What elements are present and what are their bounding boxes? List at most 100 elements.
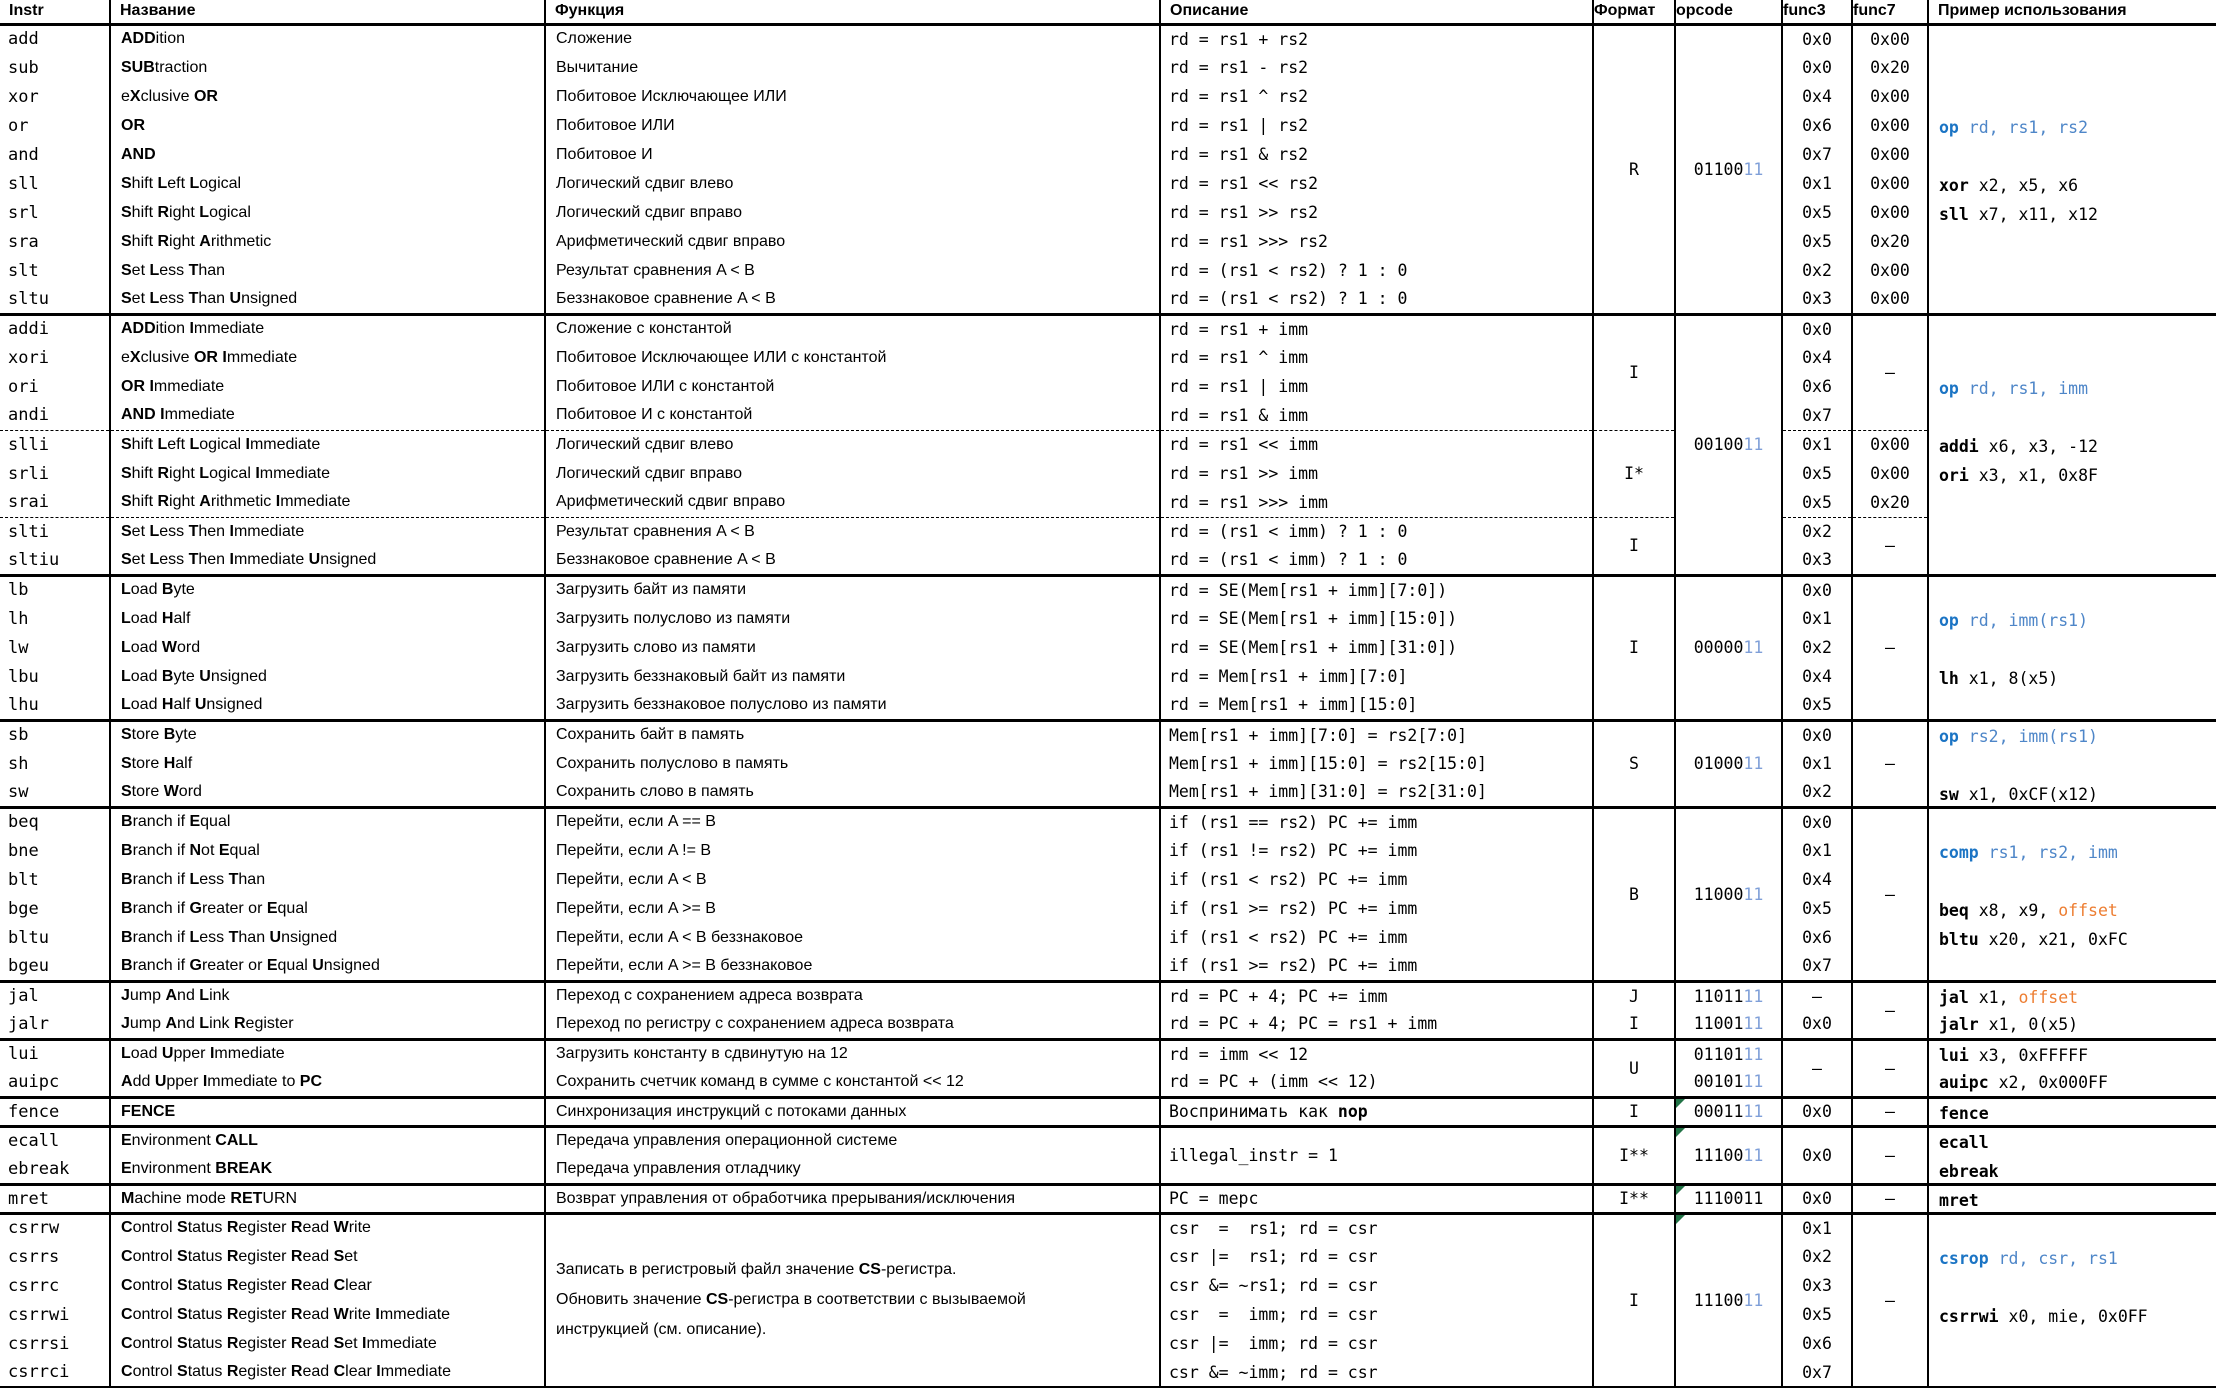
table-row: lbu Load Byte Unsigned Загрузить беззнак… bbox=[0, 662, 2216, 691]
desc-cell: rd = rs1 >> rs2 bbox=[1159, 198, 1593, 227]
table-row: srl Shift Right Logical Логический сдвиг… bbox=[0, 198, 2216, 227]
func3-cell: – bbox=[1781, 1039, 1852, 1099]
desc-cell: rd = SE(Mem[rs1 + imm][15:0]) bbox=[1159, 604, 1593, 633]
instr-cell: slti bbox=[8, 521, 49, 542]
name-cell: Shift Right Arithmetic bbox=[109, 227, 545, 256]
name-cell: Load Half bbox=[109, 604, 545, 633]
table-row: bne Branch if Not Equal Перейти, если A … bbox=[0, 836, 2216, 865]
func3-cell: 0x3 bbox=[1781, 285, 1852, 316]
table-row: beq Branch if Equal Перейти, если A == B… bbox=[0, 807, 2216, 983]
func-cell: Логический сдвиг влево bbox=[544, 169, 1160, 198]
instr-cell: bge bbox=[8, 898, 39, 919]
opcode-cell: 0000011 bbox=[1674, 575, 1782, 722]
desc-cell: rd = (rs1 < rs2) ? 1 : 0 bbox=[1159, 256, 1593, 285]
name-cell: Set Less Then Immediate Unsigned bbox=[109, 546, 545, 577]
table-row: lw Load Word Загрузить слово из памяти r… bbox=[0, 633, 2216, 662]
table-row: sw Store Word Сохранить слово в память M… bbox=[0, 778, 2216, 809]
name-cell: Set Less Than Unsigned bbox=[109, 285, 545, 316]
table-row: srai Shift Right Arithmetic Immediate Ар… bbox=[0, 488, 2216, 518]
desc-cell: rd = (rs1 < imm) ? 1 : 0 bbox=[1159, 546, 1593, 577]
desc-cell: rd = rs1 << rs2 bbox=[1159, 169, 1593, 198]
table-row: ebreak Environment BREAK Передача управл… bbox=[0, 1155, 2216, 1186]
func-cell: Беззнаковое сравнение A < B bbox=[544, 285, 1160, 316]
instr-cell: xori bbox=[8, 347, 49, 368]
format-cell: I bbox=[1592, 1097, 1675, 1128]
name-cell: Control Status Register Read Clear Immed… bbox=[109, 1358, 545, 1388]
example-cell: auipc x2, 0x000FF bbox=[1927, 1068, 2216, 1099]
desc-cell: csr |= imm; rd = csr bbox=[1159, 1329, 1593, 1358]
instr-cell: sb bbox=[8, 725, 29, 746]
name-cell: Control Status Register Read Set Immedia… bbox=[109, 1329, 545, 1358]
func-cell: Результат сравнения A < B bbox=[544, 517, 1160, 546]
desc-cell: rd = rs1 >>> rs2 bbox=[1159, 227, 1593, 256]
table-row: csrrwi Control Status Register Read Writ… bbox=[0, 1300, 2216, 1329]
instr-cell: auipc bbox=[0, 1068, 110, 1099]
name-cell: Shift Right Logical Immediate bbox=[109, 459, 545, 488]
column-header-example: Пример использования bbox=[1927, 0, 2216, 26]
func-cell: Перейти, если A >= B bbox=[544, 894, 1160, 923]
func3-cell: 0x6 bbox=[1781, 923, 1852, 952]
instr-cell: sltiu bbox=[0, 546, 110, 577]
name-cell: OR bbox=[109, 111, 545, 140]
desc-cell: Mem[rs1 + imm][31:0] = rs2[31:0] bbox=[1159, 778, 1593, 809]
table-row: and AND Побитовое И rd = rs1 & rs2 0x7 0… bbox=[0, 140, 2216, 169]
desc-cell: rd = rs1 + rs2 bbox=[1159, 24, 1593, 53]
func-cell: Загрузить байт из памяти bbox=[544, 575, 1160, 604]
desc-cell: csr &= ~rs1; rd = csr bbox=[1159, 1271, 1593, 1300]
example-cell: op rd, rs1, rs2 xor x2, x5, x6 sll x7, x11… bbox=[1927, 24, 2216, 316]
desc-cell: if (rs1 >= rs2) PC += imm bbox=[1159, 894, 1593, 923]
func7-cell: – bbox=[1851, 517, 1928, 577]
name-cell: Shift Right Arithmetic Immediate bbox=[109, 488, 545, 518]
desc-cell: Mem[rs1 + imm][15:0] = rs2[15:0] bbox=[1159, 749, 1593, 778]
name-cell: Control Status Register Read Write Immed… bbox=[109, 1300, 545, 1329]
format-cell: I** bbox=[1592, 1184, 1675, 1215]
desc-cell: if (rs1 == rs2) PC += imm bbox=[1159, 807, 1593, 836]
name-cell: SUBtraction bbox=[109, 53, 545, 82]
name-cell: Branch if Greater or Equal Unsigned bbox=[109, 952, 545, 983]
func-cell: Арифметический сдвиг вправо bbox=[544, 227, 1160, 256]
table-row: jal Jump And Link Переход с сохранением … bbox=[0, 981, 2216, 1041]
desc-cell: rd = PC + (imm << 12) bbox=[1159, 1068, 1593, 1099]
func7-cell: 0x00 bbox=[1851, 169, 1928, 198]
func3-cell: 0x7 bbox=[1781, 1358, 1852, 1388]
desc-cell: rd = rs1 | rs2 bbox=[1159, 111, 1593, 140]
func3-cell: 0x0 bbox=[1781, 575, 1852, 604]
instr-cell: slli bbox=[8, 434, 49, 455]
instr-cell: lhu bbox=[0, 691, 110, 722]
func-cell: Результат сравнения A < B bbox=[544, 256, 1160, 285]
func-cell: Побитовое Исключающее ИЛИ с константой bbox=[544, 343, 1160, 372]
opcode-cell: 0010011 bbox=[1674, 314, 1782, 577]
table-row: sub SUBtraction Вычитание rd = rs1 - rs2… bbox=[0, 53, 2216, 82]
instr-cell: sub bbox=[8, 57, 39, 78]
func7-cell: 0x20 bbox=[1851, 53, 1928, 82]
desc-cell: Воспринимать как nop bbox=[1159, 1097, 1593, 1128]
instr-cell: lb bbox=[8, 580, 29, 601]
desc-cell: rd = rs1 << imm bbox=[1159, 430, 1593, 459]
func7-cell: 0x00 bbox=[1851, 140, 1928, 169]
table-row: lui Load Upper Immediate Загрузить конст… bbox=[0, 1039, 2216, 1099]
instr-cell: sh bbox=[8, 753, 29, 774]
table-row: blt Branch if Less Than Перейти, если A … bbox=[0, 865, 2216, 894]
func3-cell: 0x3 bbox=[1781, 1271, 1852, 1300]
format-cell: I** bbox=[1592, 1126, 1675, 1186]
opcode-cell: 1100011 bbox=[1674, 807, 1782, 983]
example-cell: mret bbox=[1927, 1184, 2216, 1215]
instr-cell: csrrwi bbox=[8, 1304, 70, 1325]
format-cell: U bbox=[1592, 1039, 1675, 1099]
func7-cell: 0x00 bbox=[1851, 459, 1928, 488]
instr-cell: ebreak bbox=[0, 1155, 110, 1186]
desc-cell: rd = rs1 ^ imm bbox=[1159, 343, 1593, 372]
func-cell: Вычитание bbox=[544, 53, 1160, 82]
table-row: sltu Set Less Than Unsigned Беззнаковое … bbox=[0, 285, 2216, 316]
instr-cell: bne bbox=[8, 840, 39, 861]
instr-cell: sll bbox=[8, 173, 39, 194]
table-row: jalr Jump And Link Register Переход по р… bbox=[0, 1010, 2216, 1041]
func-cell: Загрузить полуслово из памяти bbox=[544, 604, 1160, 633]
func3-cell: 0x0 bbox=[1781, 53, 1852, 82]
func-cell: Побитовое ИЛИ bbox=[544, 111, 1160, 140]
func3-cell: 0x2 bbox=[1781, 517, 1852, 546]
func-cell: Перейти, если A < B bbox=[544, 865, 1160, 894]
opcode-cell: 1110011 bbox=[1674, 1213, 1782, 1388]
name-cell: Load Upper Immediate bbox=[109, 1039, 545, 1068]
